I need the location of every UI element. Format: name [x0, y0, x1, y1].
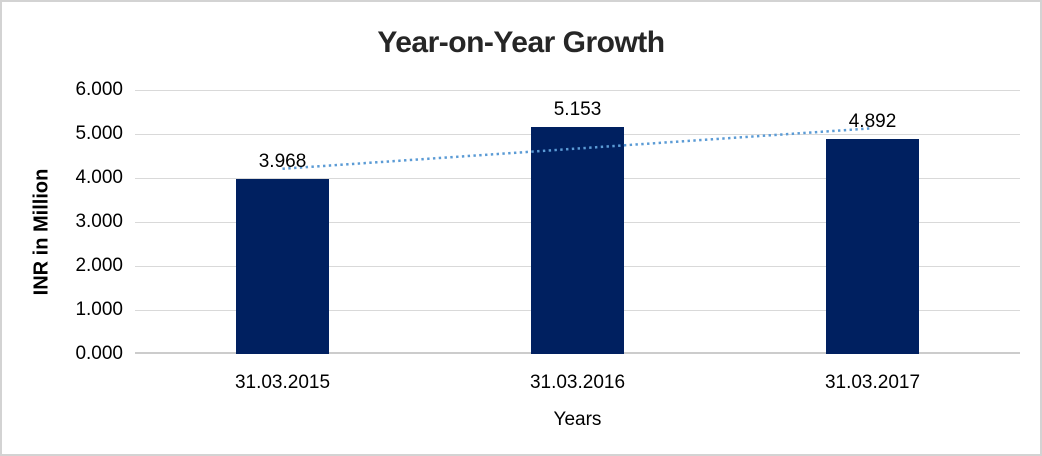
bar: [531, 127, 624, 354]
y-tick-label: 3.000: [75, 211, 123, 232]
y-tick-label: 5.000: [75, 123, 123, 144]
gridline: [135, 89, 1020, 91]
bar-value-label: 4.892: [848, 110, 897, 132]
trendline: [282, 127, 873, 171]
x-tick-label: 31.03.2015: [234, 372, 331, 393]
x-axis-ticks: 31.03.2015 31.03.2016 31.03.2017: [135, 371, 1020, 395]
bar: [236, 179, 329, 354]
bar-value-label: 3.968: [258, 151, 307, 173]
x-axis-title: Years: [553, 409, 602, 430]
chart-title: Year-on-Year Growth: [377, 26, 665, 59]
y-tick-label: 2.000: [75, 255, 123, 276]
x-tick-label: 31.03.2017: [824, 372, 921, 393]
y-tick-label: 6.000: [75, 79, 123, 100]
y-axis-ticks: 0.000 1.000 2.000 3.000 4.000 5.000 6.000: [2, 79, 123, 364]
x-tick-label: 31.03.2016: [529, 372, 626, 393]
y-tick-label: 0.000: [75, 343, 123, 364]
bar-value-label: 5.153: [553, 99, 602, 121]
y-tick-label: 1.000: [75, 299, 123, 320]
y-tick-label: 4.000: [75, 167, 123, 188]
plot-area: 3.968 5.153 4.892: [135, 89, 1020, 354]
bar: [826, 138, 919, 354]
